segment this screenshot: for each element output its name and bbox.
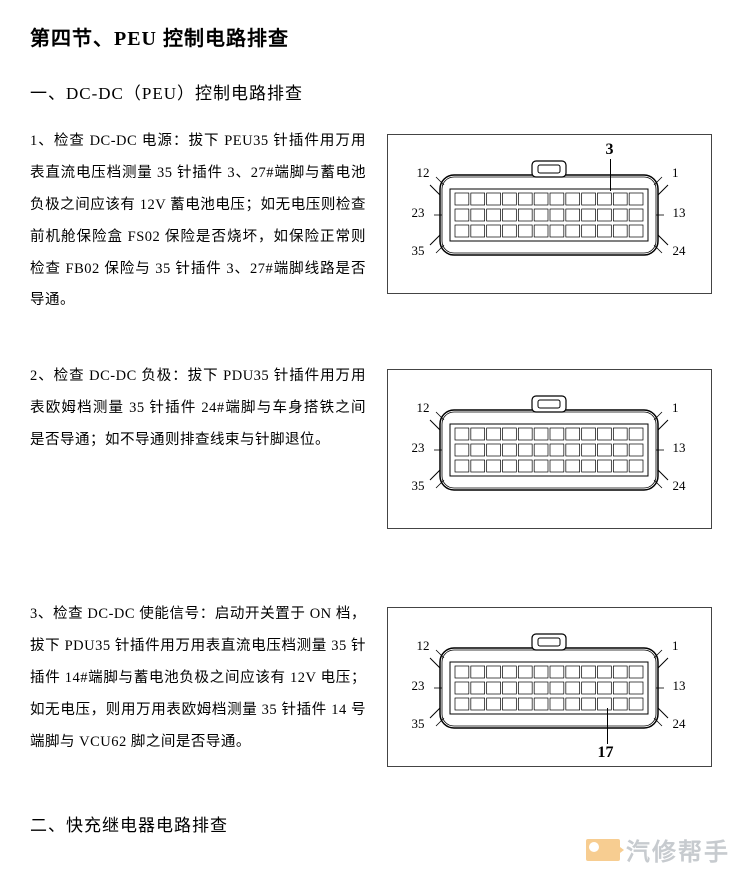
connector-icon	[394, 139, 704, 289]
callout-3-line	[610, 159, 611, 191]
section1-item2-text: 2、检查 DC-DC 负极：拔下 PDU35 针插件用万用表欧姆档测量 35 针…	[30, 361, 366, 457]
pin-label-35: 35	[412, 478, 425, 494]
section1-item3-row: 3、检查 DC-DC 使能信号：启动开关置于 ON 档，拔下 PDU35 针插件…	[30, 599, 714, 767]
section1-heading: 一、DC-DC（PEU）控制电路排查	[30, 79, 714, 104]
pin-label-12: 12	[417, 165, 430, 181]
pin-label-13: 13	[673, 440, 686, 456]
pin-label-23: 23	[412, 205, 425, 221]
section1-item1-text: 1、检查 DC-DC 电源：拔下 PEU35 针插件用万用表直流电压档测量 35…	[30, 126, 366, 317]
connector-diagram-3: 12 1 23 13 35 24 17	[387, 607, 712, 767]
diagram3-col: 12 1 23 13 35 24 17	[384, 599, 714, 767]
pin-label-1: 1	[672, 165, 679, 181]
diagram1-col: 12 1 23 13 35 24 3	[384, 126, 714, 294]
pin-label-12: 12	[417, 638, 430, 654]
watermark-car-icon	[586, 839, 620, 861]
callout-17-line	[607, 708, 608, 744]
section1-item3-text: 3、检查 DC-DC 使能信号：启动开关置于 ON 档，拔下 PDU35 针插件…	[30, 599, 366, 758]
section1-item1-row: 1、检查 DC-DC 电源：拔下 PEU35 针插件用万用表直流电压档测量 35…	[30, 126, 714, 317]
connector-icon	[394, 612, 704, 762]
pin-label-12: 12	[417, 400, 430, 416]
pin-label-24: 24	[673, 716, 686, 732]
callout-17: 17	[598, 744, 614, 762]
connector-icon	[394, 374, 704, 524]
pin-label-24: 24	[673, 478, 686, 494]
page-title: 第四节、PEU 控制电路排查	[30, 22, 714, 51]
connector-diagram-2: 12 1 23 13 35 24	[387, 369, 712, 529]
pin-label-35: 35	[412, 243, 425, 259]
pin-label-35: 35	[412, 716, 425, 732]
pin-label-23: 23	[412, 678, 425, 694]
watermark: 汽修帮手	[586, 832, 730, 867]
pin-label-13: 13	[673, 205, 686, 221]
pin-label-1: 1	[672, 400, 679, 416]
section1-item2-row: 2、检查 DC-DC 负极：拔下 PDU35 针插件用万用表欧姆档测量 35 针…	[30, 361, 714, 529]
watermark-text: 汽修帮手	[626, 832, 730, 867]
callout-3: 3	[606, 141, 614, 159]
pin-label-13: 13	[673, 678, 686, 694]
pin-label-23: 23	[412, 440, 425, 456]
pin-label-24: 24	[673, 243, 686, 259]
connector-diagram-1: 12 1 23 13 35 24 3	[387, 134, 712, 294]
pin-label-1: 1	[672, 638, 679, 654]
diagram2-col: 12 1 23 13 35 24	[384, 361, 714, 529]
